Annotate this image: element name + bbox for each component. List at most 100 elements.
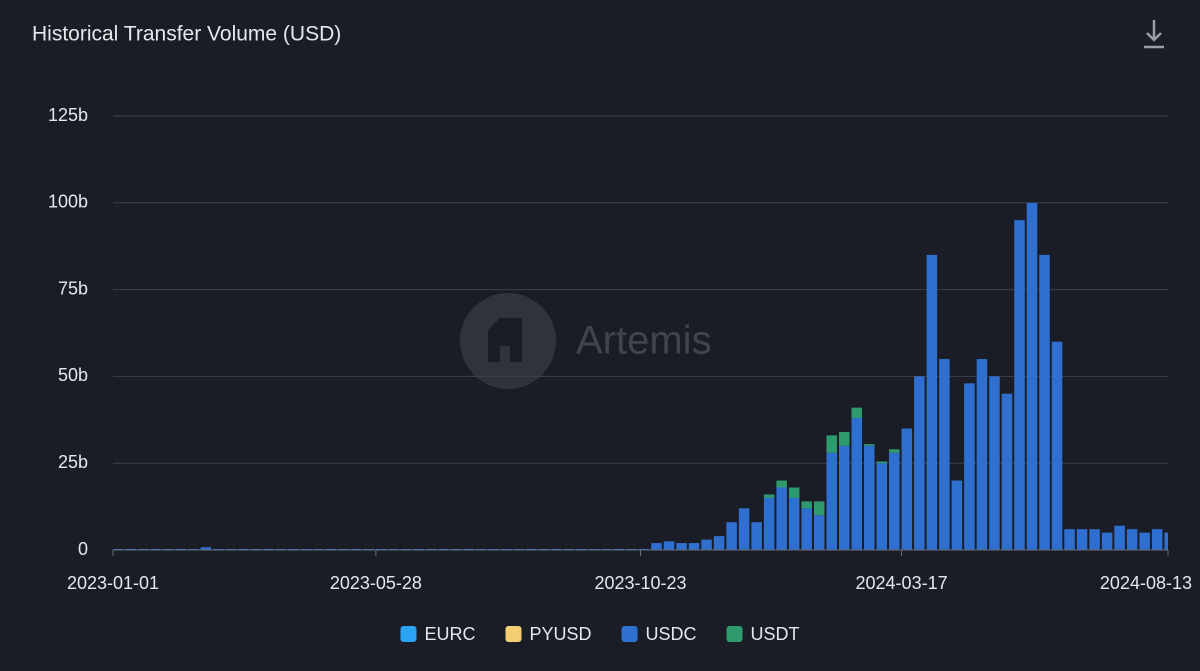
bar-segment [288,548,299,550]
bar-segment [851,418,863,550]
download-icon[interactable] [1144,20,1164,49]
bar-segment [989,376,1000,550]
bar-segment [150,548,162,550]
bar-segment [801,508,812,550]
bar-segment [864,445,875,550]
bar-segment [763,497,775,550]
bar-segment [813,501,825,516]
bar-segment [788,487,800,498]
bar-segment [138,548,149,550]
bar-segment [438,548,449,550]
bar-segment [588,548,600,550]
bar-segment [613,548,625,550]
bar-segment [1126,529,1138,550]
legend: EURC PYUSD USDC USDT [400,624,800,644]
legend-swatch [505,626,522,642]
bar-segment [551,548,562,550]
watermark-text: Artemis [576,319,712,363]
bar-segment [876,461,888,464]
bar-segment [713,536,725,550]
bar-segment [350,548,362,550]
bar-segment [726,522,737,550]
bar-segment [688,543,700,550]
bar-segment [851,407,863,419]
bar-segment [663,541,675,550]
y-tick-label: 0 [78,539,88,559]
bar-segment [951,480,963,550]
bar-segment [300,548,312,550]
bar-segment [826,435,837,453]
bar-segment [375,548,387,550]
bar-segment [250,548,262,550]
bar-segment [1014,220,1025,550]
bar-segment [976,359,988,550]
bar-segment [513,548,525,550]
bar-segment [838,445,850,550]
bar-segment [801,501,812,509]
bar-segment [1164,532,1168,550]
bar-segment [526,548,537,550]
bar-segment [914,376,925,550]
y-tick-label: 75b [58,278,88,298]
bar-segment [864,444,875,446]
bar-segment [638,548,650,550]
bar-segment [488,548,500,550]
legend-label: PYUSD [529,624,591,644]
bar-segment [163,548,174,550]
bar-segment [175,548,187,550]
legend-swatch [400,626,417,642]
bar-segment [325,548,337,550]
x-tick-label: 2024-03-17 [856,573,948,593]
bar-segment [450,548,462,550]
bar-segment [388,548,399,550]
bar-segment [463,548,474,550]
bar-segment [838,431,850,446]
x-tick-label: 2023-01-01 [67,573,159,593]
bar-segment [751,522,762,550]
bar-segment [200,547,212,550]
bar-segment [125,548,137,550]
x-tick-label: 2024-08-13 [1100,573,1192,593]
x-tick-label: 2023-10-23 [594,573,686,593]
bar-segment [763,494,775,498]
bar-segment [263,548,274,550]
bar-segment [1039,254,1050,550]
legend-label: EURC [424,624,475,644]
y-tick-label: 125b [48,105,88,125]
x-tick-label: 2023-05-28 [330,573,422,593]
bar-segment [826,452,837,550]
bar-segment [776,487,787,550]
bar-segment [1114,525,1125,550]
bar-segment [1089,529,1100,550]
bar-segment [238,548,249,550]
bar-segment [275,548,287,550]
bar-segment [901,428,913,550]
bar-segment [964,383,975,550]
bar-segment [676,543,687,550]
bar-segment [213,548,224,550]
bar-segment [701,539,712,550]
y-tick-label: 25b [58,452,88,472]
bar-segment [1064,529,1075,550]
bar-segment [1026,202,1038,551]
bar-segment [889,452,900,550]
bar-segment [475,548,487,550]
bar-segment [939,359,950,550]
legend-label: USDT [751,624,800,644]
bar-segment [776,480,787,488]
bar-segment [563,548,575,550]
bar-segment [313,548,324,550]
bar-segment [601,548,612,550]
bar-segment [1076,529,1088,550]
bar-segment [889,449,900,453]
bar-segment [788,497,800,550]
bar-segment [113,548,124,550]
y-tick-label: 100b [48,192,88,212]
bar-segment [538,548,550,550]
bar-segment [363,548,374,550]
chart-title: Historical Transfer Volume (USD) [32,23,341,46]
bar-segment [1101,532,1113,550]
bar-segment [1151,529,1163,550]
